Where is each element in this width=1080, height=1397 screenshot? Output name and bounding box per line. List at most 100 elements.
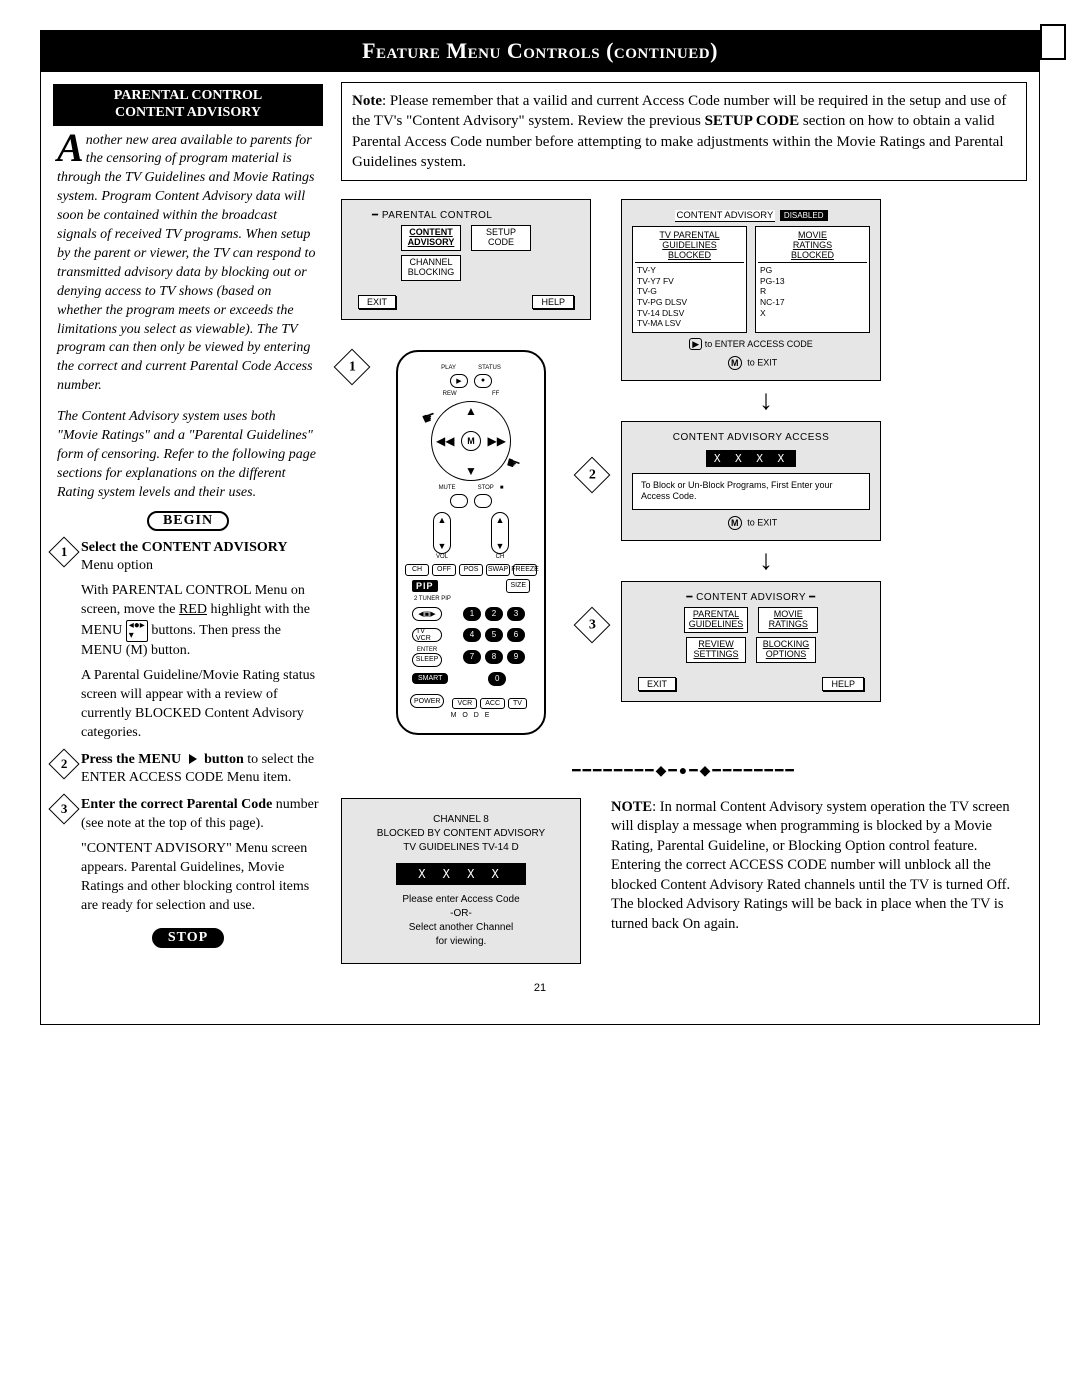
begin-wrap: BEGIN [53, 511, 323, 531]
hand-icon-1: ☛ [419, 406, 439, 430]
ca-parental-guidelines[interactable]: PARENTAL GUIDELINES [684, 607, 749, 633]
status-hint2: M to EXIT [632, 356, 870, 370]
num-2[interactable]: 2 [485, 607, 503, 621]
bl-l4: Please enter Access Code [352, 893, 570, 907]
btn-mute[interactable] [450, 494, 468, 508]
num-3[interactable]: 3 [507, 607, 525, 621]
num-6[interactable]: 6 [507, 628, 525, 642]
pip-size[interactable]: SIZE [506, 579, 530, 593]
dpad-menu-button[interactable]: M [461, 431, 481, 451]
panel-parental-control: ━ PARENTAL CONTROL CONTENT ADVISORY SETU… [341, 199, 591, 320]
lbl-ch: CH [491, 554, 509, 560]
pc-exit[interactable]: EXIT [358, 295, 396, 309]
dpad-left-icon[interactable]: ◀◀ [436, 434, 454, 448]
step1-p2: A Parental Guideline/Movie Rating status… [81, 667, 323, 743]
num-5[interactable]: 5 [485, 628, 503, 642]
btn-status[interactable]: ● [474, 374, 492, 388]
num-8[interactable]: 8 [485, 650, 503, 664]
access-hint: M to EXIT [632, 516, 870, 530]
pc-help[interactable]: HELP [532, 295, 574, 309]
step-1-body: Select the CONTENT ADVISORY Menu option … [81, 539, 323, 743]
blocked-screen: CHANNEL 8 BLOCKED BY CONTENT ADVISORY TV… [341, 798, 581, 964]
title-tab [1040, 24, 1066, 60]
remote-control: PLAY STATUS ▶● REW FF ▲ ▼ ◀◀ ▶▶ M ☛ [396, 350, 546, 735]
access-title: CONTENT ADVISORY ACCESS [632, 432, 870, 443]
intro-text: nother new area available to parents for… [57, 133, 315, 394]
note2-lead: NOTE [611, 799, 652, 815]
num-1[interactable]: 1 [463, 607, 481, 621]
head-line1: PARENTAL CONTROL [114, 88, 262, 103]
bottom-row: CHANNEL 8 BLOCKED BY CONTENT ADVISORY TV… [341, 798, 1027, 964]
pip-off[interactable]: OFF [432, 564, 456, 576]
btn-play[interactable]: ▶ [450, 374, 468, 388]
pip-swap[interactable]: SWAP [486, 564, 510, 576]
note-right: NOTE: In normal Content Advisory system … [611, 798, 1027, 964]
ca-exit[interactable]: EXIT [638, 677, 676, 691]
pip-pos[interactable]: POS [459, 564, 483, 576]
ca-review-settings[interactable]: REVIEW SETTINGS [686, 637, 746, 663]
pc-channel-blocking[interactable]: CHANNEL BLOCKING [401, 255, 461, 281]
ornamental-divider: ━━━━━━━━◆━●━◆━━━━━━━━ [341, 763, 1027, 780]
tuner-pip[interactable]: ◀▣▶ [412, 607, 442, 621]
begin-pill: BEGIN [147, 511, 229, 531]
lbl-mute: MUTE [439, 485, 456, 491]
ca-help[interactable]: HELP [822, 677, 864, 691]
step-2-body: Press the MENU button to select the ENTE… [81, 751, 323, 789]
pc-content-advisory[interactable]: CONTENT ADVISORY [401, 225, 461, 251]
panel-content-advisory: ━ CONTENT ADVISORY ━ PARENTAL GUIDELINES… [621, 581, 881, 702]
tv-y: TV-Y [635, 265, 744, 276]
callout-3: 3 [574, 606, 611, 643]
callout-1: 1 [334, 348, 371, 385]
tv-y7: TV-Y7 FV [635, 276, 744, 287]
num-9[interactable]: 9 [507, 650, 525, 664]
stop-wrap: STOP [53, 928, 323, 948]
down-arrow-1: ↓ [621, 387, 911, 415]
panel-access: CONTENT ADVISORY ACCESS X X X X To Block… [621, 421, 881, 541]
lbl-stop: STOP [478, 485, 494, 491]
dropcap: A [57, 132, 86, 164]
status-col-movie: MOVIE RATINGS BLOCKED PG PG-13 R NC-17 X [755, 226, 870, 333]
tv-g: TV-G [635, 286, 744, 297]
btn-stop[interactable] [474, 494, 492, 508]
lbl-enter: ENTER [412, 647, 442, 653]
ca-blocking-options[interactable]: BLOCKING OPTIONS [756, 637, 816, 663]
right-sub-right: CONTENT ADVISORY DISABLED TV PARENTAL GU… [621, 199, 911, 702]
right-sub-left: ━ PARENTAL CONTROL CONTENT ADVISORY SETU… [341, 199, 601, 735]
smart-btn[interactable]: SMART [412, 673, 448, 684]
step-3-body: Enter the correct Parental Code number (… [81, 796, 323, 915]
pc-setup-code[interactable]: SETUP CODE [471, 225, 531, 251]
mode-vcr[interactable]: VCR [452, 698, 477, 709]
step1-p1: With PARENTAL CONTROL Menu on screen, mo… [81, 582, 323, 661]
m-r: R [758, 286, 867, 297]
dpad[interactable]: ▲ ▼ ◀◀ ▶▶ M ☛ ☛ [431, 401, 511, 481]
note-bold: SETUP CODE [705, 113, 800, 129]
s1red: RED [179, 602, 207, 617]
mode-tv[interactable]: TV [508, 698, 527, 709]
status-head: CONTENT ADVISORY DISABLED [632, 210, 870, 222]
head-line2: CONTENT ADVISORY [115, 105, 261, 120]
mode-acc[interactable]: ACC [480, 698, 505, 709]
ca-movie-ratings[interactable]: MOVIE RATINGS [758, 607, 818, 633]
col2-head: MOVIE RATINGS BLOCKED [758, 230, 867, 263]
pip-ch[interactable]: CH [405, 564, 429, 576]
power-btn[interactable]: POWER [410, 694, 444, 708]
tvvcr-btn[interactable]: TV VCR [412, 628, 442, 642]
ch-rocker[interactable]: ▲▼ [491, 512, 509, 554]
vol-rocker[interactable]: ▲▼ [433, 512, 451, 554]
dpad-up-icon[interactable]: ▲ [465, 404, 477, 418]
num-4[interactable]: 4 [463, 628, 481, 642]
note-box: Note: Please remember that a vailid and … [341, 82, 1027, 181]
pip-freeze[interactable]: FREEZE [513, 564, 537, 576]
tv-14: TV-14 DLSV [635, 308, 744, 319]
step-3: 3 Enter the correct Parental Code number… [53, 796, 323, 915]
disabled-badge: DISABLED [780, 210, 828, 221]
hand-icon-2: ☛ [503, 452, 523, 476]
bl-l6: Select another Channel [352, 921, 570, 935]
dpad-down-icon[interactable]: ▼ [465, 464, 477, 478]
num-0[interactable]: 0 [488, 672, 506, 686]
num-7[interactable]: 7 [463, 650, 481, 664]
dpad-right-icon[interactable]: ▶▶ [488, 434, 506, 448]
lbl-status: STATUS [478, 365, 501, 371]
enter-sleep-btn[interactable]: SLEEP [412, 653, 442, 667]
status-col-tv: TV PARENTAL GUIDELINES BLOCKED TV-Y TV-Y… [632, 226, 747, 333]
